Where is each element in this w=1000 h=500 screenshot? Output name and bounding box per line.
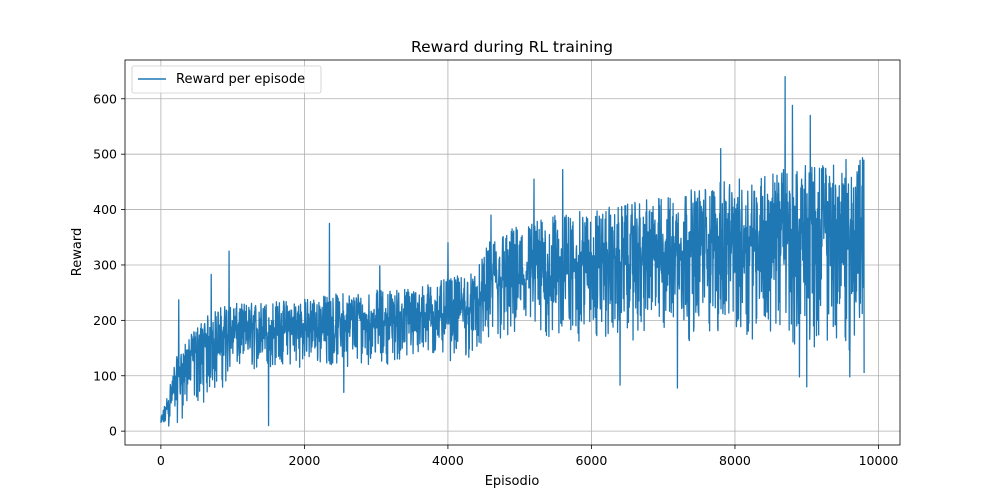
x-axis-ticks: 0 2000 4000 6000 8000 10000 xyxy=(157,445,898,468)
x-tick-label: 4000 xyxy=(432,453,464,468)
y-tick-label: 100 xyxy=(93,368,117,383)
x-tick-label: 10000 xyxy=(859,453,899,468)
y-tick-label: 400 xyxy=(93,202,117,217)
legend-label: Reward per episode xyxy=(176,72,305,87)
y-tick-label: 300 xyxy=(93,257,117,272)
y-tick-label: 0 xyxy=(109,424,117,439)
y-tick-label: 200 xyxy=(93,313,117,328)
chart-title: Reward during RL training xyxy=(411,38,613,56)
legend-box xyxy=(131,65,322,94)
y-tick-label: 500 xyxy=(93,147,117,162)
y-axis-label: Reward xyxy=(70,228,85,276)
y-tick-label: 600 xyxy=(93,91,117,106)
series-line-reward-per-episode xyxy=(160,75,865,427)
x-tick-label: 2000 xyxy=(288,453,320,468)
x-axis-label: Episodio xyxy=(485,474,540,489)
x-tick-label: 6000 xyxy=(576,453,608,468)
series-layer xyxy=(160,75,865,427)
legend: Reward per episode xyxy=(131,65,322,94)
x-tick-label: 0 xyxy=(157,453,165,468)
y-axis-ticks: 0 100 200 300 400 500 600 xyxy=(93,91,125,439)
x-tick-label: 8000 xyxy=(719,453,751,468)
plot-frame xyxy=(124,59,901,446)
